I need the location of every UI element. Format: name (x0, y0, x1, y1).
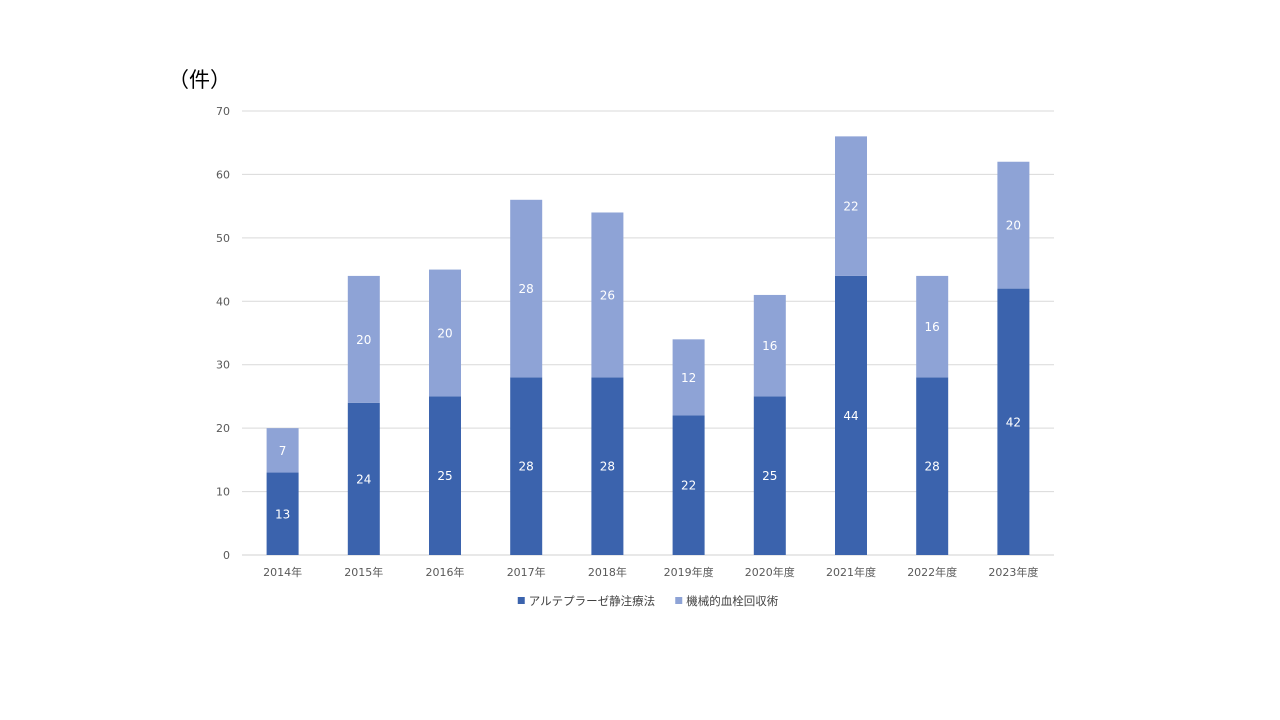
bar-segment (672, 415, 705, 555)
data-label: 16 (925, 320, 940, 334)
bar-segment (916, 275, 949, 378)
bar-segment (672, 339, 705, 416)
data-label: 24 (356, 472, 371, 486)
data-label: 44 (843, 409, 858, 423)
x-tick-label: 2014年 (263, 565, 302, 579)
bar-segment (591, 377, 624, 555)
bar-segment (835, 275, 867, 555)
data-label: 28 (925, 460, 940, 474)
bar-segment (347, 402, 380, 555)
y-tick-label: 50 (216, 232, 230, 245)
legend-marker (517, 597, 525, 604)
y-tick-label: 10 (216, 486, 230, 499)
bar-segment (997, 161, 1030, 289)
data-label: 12 (681, 371, 696, 385)
x-tick-label: 2021年度 (826, 565, 876, 579)
bar-segment (510, 199, 543, 378)
x-tick-label: 2016年 (426, 565, 465, 579)
bar-segment (753, 396, 786, 555)
x-tick-label: 2020年度 (745, 565, 795, 579)
data-label: 20 (356, 333, 371, 347)
x-axis-tick-labels: 2014年 2015年 2016年 2017年 2018年 2019年度 2020年度 202… (263, 565, 1038, 579)
y-tick-label: 40 (216, 295, 230, 308)
data-label: 28 (519, 460, 534, 474)
bar-segment (591, 212, 624, 378)
bar-segment (347, 275, 380, 403)
data-label: 42 (1006, 415, 1021, 429)
data-label: 7 (279, 444, 287, 458)
y-tick-label: 0 (223, 549, 230, 562)
bar-segment (429, 269, 461, 397)
data-label: 25 (762, 469, 777, 483)
x-tick-label: 2015年 (344, 565, 383, 579)
bar-segment (266, 428, 299, 473)
legend: アルテプラーゼ静注療法 機械的血栓回収術 (517, 594, 779, 608)
bar-segment (266, 472, 299, 555)
bars: 13 7 24 20 25 20 28 28 28 26 22 12 25 16 44 22 28 16 42 20 (266, 136, 1030, 555)
data-label: 22 (681, 479, 696, 493)
x-tick-label: 2018年 (588, 565, 627, 579)
x-tick-label: 2017年 (507, 565, 546, 579)
bar-segment (510, 377, 543, 555)
legend-marker (675, 597, 683, 604)
data-label: 28 (600, 460, 615, 474)
data-label: 26 (600, 288, 615, 302)
y-axis-unit-label: （件） (168, 68, 231, 92)
y-axis-tick-labels: 0 10 20 30 40 50 60 70 (216, 105, 230, 562)
x-tick-label: 2019年度 (664, 565, 714, 579)
x-tick-label: 2022年度 (907, 565, 957, 579)
legend-label: アルテプラーゼ静注療法 (529, 594, 655, 608)
legend-label: 機械的血栓回収術 (686, 594, 778, 608)
x-tick-label: 2023年度 (988, 565, 1038, 579)
bar-segment (997, 288, 1030, 555)
data-label: 20 (1006, 219, 1021, 233)
bar-segment (753, 294, 786, 397)
data-label: 28 (519, 282, 534, 296)
y-tick-label: 30 (216, 359, 230, 372)
data-label: 22 (843, 200, 858, 214)
data-label: 20 (437, 327, 452, 341)
bar-segment (429, 396, 461, 555)
bar-segment (835, 136, 867, 276)
bar-segment (916, 377, 949, 555)
y-tick-label: 60 (216, 168, 230, 181)
y-tick-label: 20 (216, 422, 230, 435)
data-label: 16 (762, 339, 777, 353)
y-tick-label: 70 (216, 105, 230, 118)
data-label: 25 (437, 469, 452, 483)
data-label: 13 (275, 507, 290, 521)
